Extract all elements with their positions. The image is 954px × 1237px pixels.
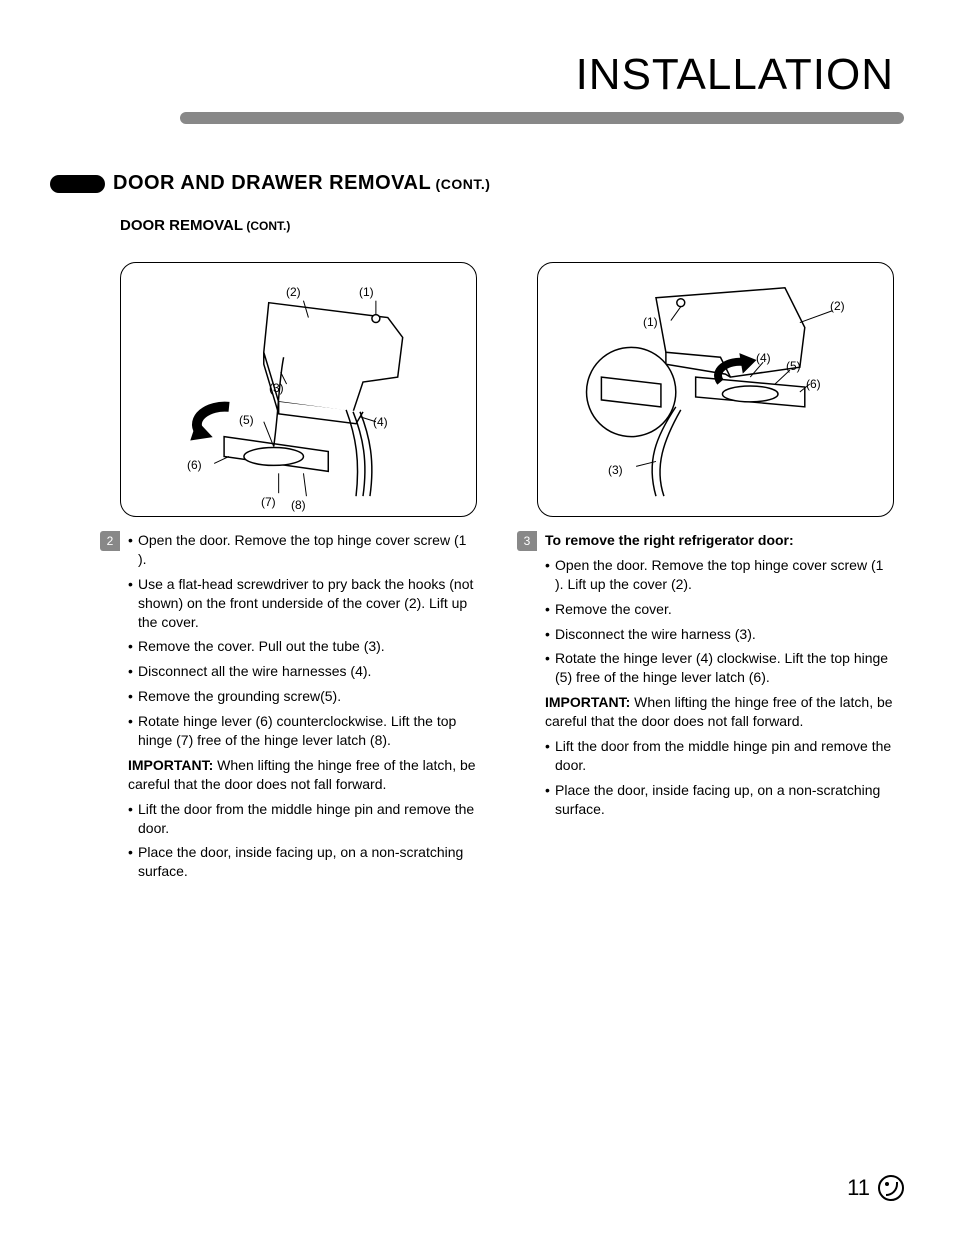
important-label: IMPORTANT:: [128, 757, 213, 773]
list-item: Disconnect the wire harness (3).: [545, 625, 894, 644]
callout: (2): [286, 285, 301, 299]
callout: (2): [830, 299, 845, 313]
section-title: DOOR AND DRAWER REMOVAL: [113, 172, 431, 194]
step-3-text: To remove the right refrigerator door: O…: [537, 531, 894, 819]
callout: (7): [261, 495, 276, 509]
section-pill-icon: [50, 175, 105, 193]
section-cont: (CONT.): [431, 176, 490, 192]
callout: (4): [373, 415, 388, 429]
list-item: Open the door. Remove the top hinge cove…: [128, 531, 477, 569]
figure-step-3: (1) (2) (3) (4) (5) (6): [537, 262, 894, 517]
section-heading: DOOR AND DRAWER REMOVAL (CONT.): [50, 172, 904, 195]
list-item: Remove the grounding screw(5).: [128, 687, 477, 706]
column-right: (1) (2) (3) (4) (5) (6) 3 To remove the …: [537, 262, 894, 887]
subsection-cont: (CONT.): [243, 219, 290, 233]
callout: (1): [643, 315, 658, 329]
callout: (5): [239, 413, 254, 427]
callout: (3): [269, 381, 284, 395]
callout: (6): [187, 458, 202, 472]
important-note: IMPORTANT: When lifting the hinge free o…: [128, 756, 477, 794]
callout: (1): [359, 285, 374, 299]
lg-logo-icon: [878, 1175, 904, 1201]
page-title: INSTALLATION: [50, 50, 904, 100]
callout: (5): [786, 359, 801, 373]
list-item: Remove the cover. Pull out the tube (3).: [128, 637, 477, 656]
callout: (8): [291, 498, 306, 512]
header-divider-bar: [180, 112, 904, 124]
column-left: (1) (2) (3) (4) (5) (6) (7) (8) 2 Open t…: [120, 262, 477, 887]
page-number: 11: [847, 1175, 870, 1201]
callout: (4): [756, 351, 771, 365]
content-columns: (1) (2) (3) (4) (5) (6) (7) (8) 2 Open t…: [50, 262, 904, 887]
diagram-step-2-icon: [121, 263, 476, 516]
list-item: Open the door. Remove the top hinge cove…: [545, 556, 894, 594]
step-number-badge: 2: [100, 531, 120, 551]
important-label: IMPORTANT:: [545, 694, 630, 710]
step-3-lead: To remove the right refrigerator door:: [545, 531, 894, 550]
callout: (3): [608, 463, 623, 477]
list-item: Remove the cover.: [545, 600, 894, 619]
figure-step-2: (1) (2) (3) (4) (5) (6) (7) (8): [120, 262, 477, 517]
subsection-heading: DOOR REMOVAL (CONT.): [120, 217, 904, 234]
important-note: IMPORTANT: When lifting the hinge free o…: [545, 693, 894, 731]
list-item: Place the door, inside facing up, on a n…: [128, 843, 477, 881]
step-2-text: Open the door. Remove the top hinge cove…: [120, 531, 477, 881]
callout: (6): [806, 377, 821, 391]
list-item: Lift the door from the middle hinge pin …: [128, 800, 477, 838]
list-item: Use a flat-head screwdriver to pry back …: [128, 575, 477, 632]
list-item: Rotate the hinge lever (4) clockwise. Li…: [545, 649, 894, 687]
list-item: Place the door, inside facing up, on a n…: [545, 781, 894, 819]
page-footer: 11: [847, 1175, 904, 1201]
step-number-badge: 3: [517, 531, 537, 551]
subsection-title: DOOR REMOVAL: [120, 217, 243, 234]
list-item: Disconnect all the wire harnesses (4).: [128, 662, 477, 681]
list-item: Lift the door from the middle hinge pin …: [545, 737, 894, 775]
list-item: Rotate hinge lever (6) counterclockwise.…: [128, 712, 477, 750]
